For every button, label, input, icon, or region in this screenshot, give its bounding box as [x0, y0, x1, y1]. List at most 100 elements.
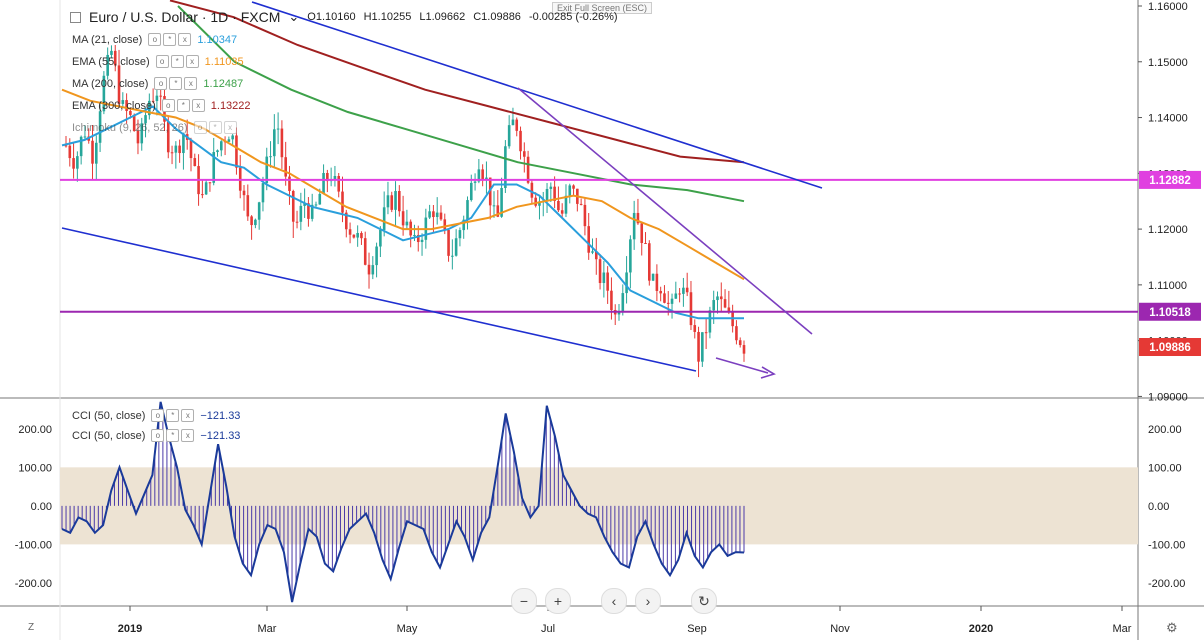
candle-body: [708, 310, 712, 333]
candle-body: [170, 152, 174, 154]
candle-body: [432, 211, 435, 218]
price-tick-label: 1.09000: [1148, 391, 1188, 403]
candle-body: [95, 142, 98, 164]
candle-body: [348, 229, 352, 235]
candle-body: [477, 169, 481, 182]
candle-body: [515, 119, 519, 131]
settings-gear-icon[interactable]: ⚙: [1166, 620, 1178, 635]
eye-icon[interactable]: o: [155, 55, 169, 68]
close-icon[interactable]: x: [178, 33, 192, 46]
candle-body: [587, 226, 591, 253]
candle-body: [549, 186, 553, 189]
candle-body: [651, 273, 655, 281]
candle-body: [579, 203, 583, 205]
legend-label: MA (200, close): [72, 77, 149, 90]
gear-icon[interactable]: *: [166, 429, 180, 442]
legend-label: EMA (55, close): [72, 55, 150, 68]
eye-icon[interactable]: o: [154, 77, 168, 90]
candle-body: [155, 95, 159, 102]
legend-ichimoku[interactable]: Ichimoku (9, 26, 52, 26) o * x: [72, 121, 237, 134]
legend-ma200[interactable]: MA (200, close) o * x 1.12487: [72, 77, 243, 90]
candle-body: [326, 172, 329, 182]
price-badge: [1139, 338, 1201, 357]
gear-icon[interactable]: *: [169, 77, 183, 90]
scroll-right-button[interactable]: ›: [635, 588, 661, 614]
ohlc-high: H1.10255: [363, 11, 412, 23]
legend-ma21[interactable]: MA (21, close) o * x 1.10347: [72, 33, 237, 46]
time-tick-label: Nov: [830, 623, 850, 635]
candle-body: [182, 134, 185, 154]
eye-icon[interactable]: o: [193, 121, 207, 134]
candle-body: [655, 273, 659, 291]
legend-value: 1.12487: [203, 77, 244, 90]
candle-body: [519, 130, 522, 152]
candle-body: [553, 186, 556, 201]
candle-body: [405, 221, 409, 226]
candle-body: [379, 229, 382, 247]
close-icon[interactable]: x: [181, 409, 195, 422]
eye-icon[interactable]: o: [161, 99, 175, 112]
legend-value: 1.11035: [204, 55, 244, 68]
candle-body: [303, 203, 306, 206]
gear-icon[interactable]: *: [170, 55, 184, 68]
candle-body: [265, 156, 269, 184]
candle-body: [159, 95, 162, 97]
collapse-icon[interactable]: [70, 11, 81, 23]
close-icon[interactable]: x: [191, 99, 205, 112]
gear-icon[interactable]: *: [163, 33, 177, 46]
candle-body: [466, 200, 469, 220]
cci-tick-label-right: 0.00: [1148, 501, 1169, 513]
candle-body: [68, 145, 72, 159]
chevron-down-icon[interactable]: ⌄: [288, 9, 300, 24]
gear-icon[interactable]: *: [166, 409, 180, 422]
candle-body: [685, 287, 689, 293]
candle-body: [485, 177, 488, 180]
candle-body: [291, 190, 295, 222]
candle-body: [113, 50, 117, 66]
eye-icon[interactable]: o: [151, 429, 165, 442]
eye-icon[interactable]: o: [148, 33, 162, 46]
legend-ema300[interactable]: EMA (300, close) o * x 1.13222: [72, 99, 251, 112]
candle-body: [288, 176, 291, 191]
gear-icon[interactable]: *: [176, 99, 190, 112]
candle-body: [102, 75, 106, 112]
candle-body: [394, 191, 397, 210]
price-badge-label: 1.10518: [1149, 307, 1191, 319]
candle-body: [583, 204, 587, 227]
zoom-out-button[interactable]: −: [511, 588, 537, 614]
time-tick-label: Mar: [258, 623, 277, 635]
legend-cci-2[interactable]: CCI (50, close) o * x −121.33: [72, 429, 240, 442]
timezone-toggle[interactable]: Z: [28, 622, 35, 633]
exit-fullscreen-button[interactable]: Exit Full Screen (ESC): [552, 2, 653, 14]
candle-body: [701, 332, 704, 362]
candle-body: [136, 130, 140, 144]
price-badge: [1139, 170, 1201, 189]
candle-body: [617, 311, 621, 315]
eye-icon[interactable]: o: [151, 409, 165, 422]
close-icon[interactable]: x: [185, 55, 199, 68]
close-icon[interactable]: x: [223, 121, 237, 134]
cci-tick-label-right: -200.00: [1148, 578, 1185, 590]
legend-cci-1[interactable]: CCI (50, close) o * x −121.33: [72, 409, 240, 422]
cci-tick-label-left: -200.00: [15, 578, 52, 590]
reset-chart-button[interactable]: ↻: [691, 588, 717, 614]
candle-body: [682, 287, 685, 294]
legend-ema55[interactable]: EMA (55, close) o * x 1.11035: [72, 55, 244, 68]
candle-body: [738, 340, 742, 346]
close-icon[interactable]: x: [181, 429, 195, 442]
ma-line: [169, 0, 745, 164]
symbol-title[interactable]: Euro / U.S. Dollar · 1D · FXCM: [89, 9, 281, 25]
cci-pane: [61, 401, 745, 603]
candle-body: [360, 232, 363, 239]
close-icon[interactable]: x: [184, 77, 198, 90]
candle-body: [189, 139, 193, 159]
scroll-left-button[interactable]: ‹: [601, 588, 627, 614]
candle-body: [572, 185, 575, 189]
candle-body: [91, 140, 94, 164]
gear-icon[interactable]: *: [208, 121, 222, 134]
candle-body: [413, 234, 416, 236]
cci-tick-label-right: -100.00: [1148, 539, 1185, 551]
candle-body: [674, 293, 678, 299]
zoom-in-button[interactable]: +: [545, 588, 571, 614]
